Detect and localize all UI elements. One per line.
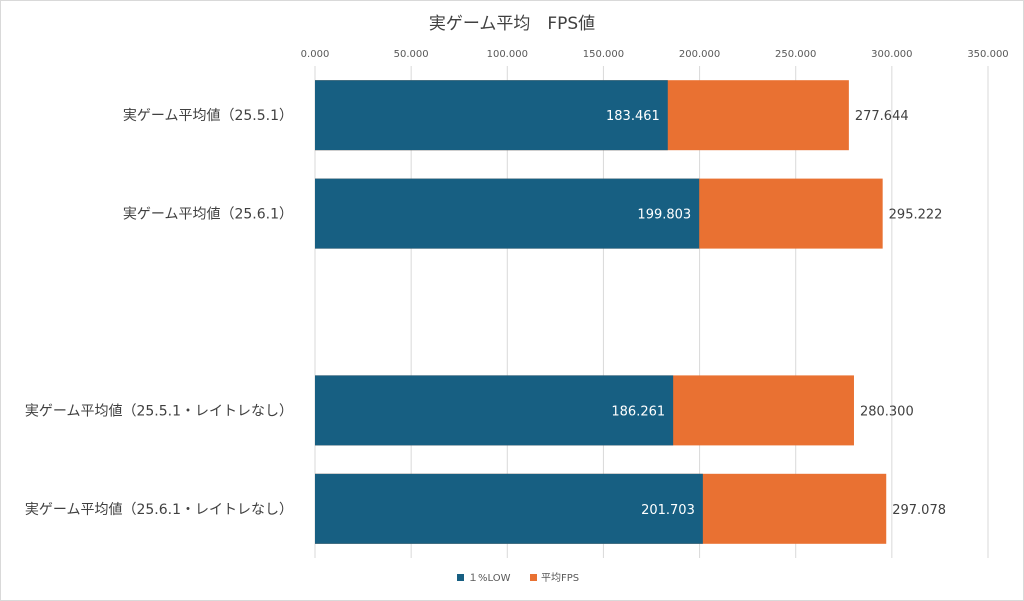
data-label-average-fps: 277.644 [855, 109, 909, 124]
x-axis-ticks: 0.000 50.000 100.000 150.000 200.000 250.000 3… [301, 49, 1009, 60]
bar-1pct-low [315, 473, 703, 544]
legend-swatch [457, 574, 464, 581]
x-tick-label: 150.000 [583, 49, 624, 60]
category-label: 実ゲーム平均値（25.6.1・レイトレなし） [25, 502, 293, 518]
data-label-1pct-low: 201.703 [641, 503, 695, 518]
category-label: 実ゲーム平均値（25.6.1） [123, 207, 293, 223]
data-labels: 183.461 277.644 199.803 295.222 186.261 280.3… [606, 109, 946, 518]
data-label-average-fps: 295.222 [889, 208, 943, 223]
bar-1pct-low [315, 375, 674, 446]
data-label-average-fps: 280.300 [860, 404, 914, 419]
bar-1pct-low [315, 178, 700, 249]
data-label-average-fps: 297.078 [892, 503, 946, 518]
legend-label: 平均FPS [541, 572, 579, 584]
legend-label: １%LOW [468, 573, 511, 584]
category-labels: 実ゲーム平均値（25.5.1） 実ゲーム平均値（25.6.1） 実ゲーム平均値（25… [25, 108, 293, 518]
chart-title: 実ゲーム平均 FPS値 [429, 14, 595, 34]
legend: １%LOW 平均FPS [457, 572, 579, 584]
bar-1pct-low [315, 80, 668, 151]
x-tick-label: 300.000 [871, 49, 912, 60]
data-label-1pct-low: 199.803 [637, 208, 691, 223]
legend-swatch [530, 574, 537, 581]
category-label: 実ゲーム平均値（25.5.1・レイトレなし） [25, 403, 293, 419]
bars [315, 80, 887, 544]
data-label-1pct-low: 186.261 [611, 404, 665, 419]
x-tick-label: 100.000 [487, 49, 528, 60]
x-tick-label: 0.000 [301, 49, 330, 60]
x-tick-label: 350.000 [967, 49, 1008, 60]
category-label: 実ゲーム平均値（25.5.1） [123, 108, 293, 124]
data-label-1pct-low: 183.461 [606, 109, 660, 124]
x-tick-label: 200.000 [679, 49, 720, 60]
x-tick-label: 250.000 [775, 49, 816, 60]
x-tick-label: 50.000 [394, 49, 429, 60]
